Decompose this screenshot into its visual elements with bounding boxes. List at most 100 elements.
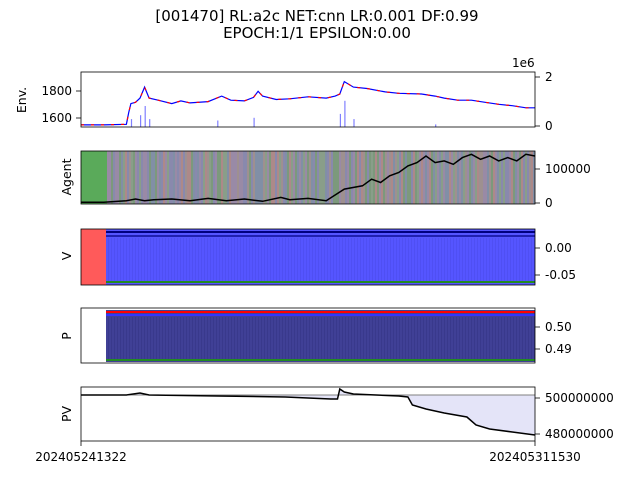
agent-ytick-0: 0 bbox=[545, 196, 553, 210]
p-area-stripe bbox=[219, 317, 220, 359]
env-panel: 1600 1800 0 2 1e6 Env. bbox=[14, 56, 553, 133]
agent-action-stripe bbox=[501, 151, 503, 204]
p-area-stripe bbox=[129, 317, 130, 359]
agent-action-stripe bbox=[173, 151, 175, 204]
agent-action-stripe bbox=[127, 151, 129, 204]
v-area-stripe bbox=[186, 238, 187, 282]
agent-action-stripe bbox=[479, 151, 481, 204]
agent-action-stripe bbox=[255, 151, 257, 204]
p-area-stripe bbox=[399, 317, 400, 359]
p-area-stripe bbox=[372, 317, 373, 359]
p-area-stripe bbox=[216, 317, 217, 359]
agent-action-stripe bbox=[399, 151, 401, 204]
v-area-stripe bbox=[285, 238, 286, 282]
agent-action-stripe bbox=[267, 151, 269, 204]
agent-action-stripe bbox=[113, 151, 115, 204]
p-area-stripe bbox=[486, 317, 487, 359]
v-area-stripe bbox=[135, 238, 136, 282]
agent-action-stripe bbox=[323, 151, 325, 204]
agent-action-stripe bbox=[147, 151, 149, 204]
agent-action-stripe bbox=[245, 151, 247, 204]
agent-action-stripe bbox=[423, 151, 425, 204]
agent-axes-frame bbox=[80, 150, 536, 205]
agent-action-stripe bbox=[201, 151, 203, 204]
v-area-stripe bbox=[153, 238, 154, 282]
agent-action-stripe bbox=[187, 151, 189, 204]
v-area-stripe bbox=[213, 238, 214, 282]
agent-action-stripe bbox=[329, 151, 331, 204]
p-area-stripe bbox=[267, 317, 268, 359]
agent-action-stripe bbox=[121, 151, 123, 204]
p-area-stripe bbox=[417, 317, 418, 359]
v-area-stripe bbox=[132, 238, 133, 282]
p-area-stripe bbox=[249, 317, 250, 359]
agent-action-stripe bbox=[475, 151, 477, 204]
p-area-stripe bbox=[408, 317, 409, 359]
v-area-stripe bbox=[126, 238, 127, 282]
agent-action-stripe bbox=[403, 151, 405, 204]
v-area-stripe bbox=[414, 238, 415, 282]
v-ytick-0: 0.00 bbox=[545, 241, 572, 255]
agent-action-stripe bbox=[137, 151, 139, 204]
v-area-stripe bbox=[156, 238, 157, 282]
v-area-stripe bbox=[114, 238, 115, 282]
v-area-stripe bbox=[471, 238, 472, 282]
agent-action-stripe bbox=[411, 151, 413, 204]
agent-action-stripe bbox=[129, 151, 131, 204]
agent-action-stripe bbox=[279, 151, 281, 204]
v-area-stripe bbox=[252, 238, 253, 282]
agent-action-stripe bbox=[393, 151, 395, 204]
pv-ytick-500m: 500000000 bbox=[545, 391, 614, 405]
p-area-stripe bbox=[393, 317, 394, 359]
p-area-stripe bbox=[177, 317, 178, 359]
agent-action-stripe bbox=[275, 151, 277, 204]
agent-action-stripe bbox=[355, 151, 357, 204]
v-area-stripe bbox=[108, 238, 109, 282]
agent-action-stripe bbox=[421, 151, 423, 204]
agent-action-stripe bbox=[227, 151, 229, 204]
v-area-stripe bbox=[282, 238, 283, 282]
p-area-stripe bbox=[243, 317, 244, 359]
p-area-stripe bbox=[390, 317, 391, 359]
v-area-stripe bbox=[177, 238, 178, 282]
p-area-stripe bbox=[258, 317, 259, 359]
p-area-stripe bbox=[345, 317, 346, 359]
v-area-stripe bbox=[435, 238, 436, 282]
agent-action-stripe bbox=[489, 151, 491, 204]
v-area-stripe bbox=[372, 238, 373, 282]
v-area-stripe bbox=[444, 238, 445, 282]
agent-action-stripe bbox=[465, 151, 467, 204]
agent-action-stripe bbox=[277, 151, 279, 204]
v-area-stripe bbox=[522, 238, 523, 282]
v-area-stripe bbox=[222, 238, 223, 282]
agent-action-stripe bbox=[111, 151, 113, 204]
agent-action-stripe bbox=[533, 151, 535, 204]
pv-drawdown-fill bbox=[81, 389, 535, 435]
agent-action-stripe bbox=[397, 151, 399, 204]
agent-action-stripe bbox=[237, 151, 239, 204]
p-area-stripe bbox=[231, 317, 232, 359]
agent-action-stripe bbox=[363, 151, 365, 204]
agent-action-stripe bbox=[367, 151, 369, 204]
p-area-stripe bbox=[123, 317, 124, 359]
p-area-stripe bbox=[489, 317, 490, 359]
v-area-stripe bbox=[123, 238, 124, 282]
agent-action-stripe bbox=[469, 151, 471, 204]
env-price-line-up bbox=[81, 80, 535, 126]
p-area-stripe bbox=[303, 317, 304, 359]
p-area-stripe bbox=[117, 317, 118, 359]
env-ytick-1600: 1600 bbox=[41, 111, 72, 125]
agent-action-stripe bbox=[243, 151, 245, 204]
env-volume-bar bbox=[149, 119, 151, 127]
v-area-stripe bbox=[369, 238, 370, 282]
env-volume-bar bbox=[217, 120, 219, 127]
p-area-stripe bbox=[333, 317, 334, 359]
agent-action-stripe bbox=[209, 151, 211, 204]
agent-ylabel: Agent bbox=[59, 158, 74, 195]
v-area-stripe bbox=[237, 238, 238, 282]
p-area-stripe bbox=[534, 317, 535, 359]
p-area-stripe bbox=[459, 317, 460, 359]
p-area-stripe bbox=[204, 317, 205, 359]
p-ytick-049: 0.49 bbox=[545, 342, 572, 356]
agent-action-stripe bbox=[299, 151, 301, 204]
